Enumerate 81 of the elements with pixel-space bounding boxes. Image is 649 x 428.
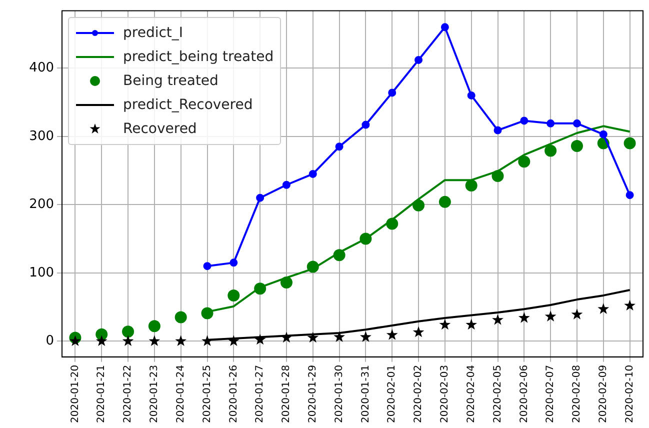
x-tick-label: 2020-02-09 xyxy=(598,364,609,424)
x-tick-label: 2020-01-31 xyxy=(360,364,372,424)
point xyxy=(465,180,478,192)
point xyxy=(440,23,449,32)
point xyxy=(544,310,556,322)
point xyxy=(624,300,636,311)
point xyxy=(335,142,344,151)
x-tick-label: 2020-01-27 xyxy=(254,364,266,424)
point xyxy=(360,331,372,342)
point xyxy=(202,335,213,346)
y-tick-label: 0 xyxy=(46,334,54,349)
point xyxy=(626,191,634,200)
y-tick-label: 100 xyxy=(29,265,54,280)
y-tick-label: 200 xyxy=(29,197,54,212)
point xyxy=(282,180,290,189)
legend-label: predict_I xyxy=(123,24,184,41)
legend-label: predict_being treated xyxy=(123,48,274,65)
point xyxy=(254,334,266,345)
point xyxy=(572,119,581,128)
y-tick-label: 300 xyxy=(29,128,54,144)
point xyxy=(148,335,160,346)
point xyxy=(280,332,292,343)
point xyxy=(256,194,264,202)
point xyxy=(598,303,610,314)
point xyxy=(203,262,212,270)
point xyxy=(122,335,134,346)
point xyxy=(439,318,451,330)
x-tick-label: 2020-01-29 xyxy=(307,364,318,424)
point xyxy=(122,326,134,338)
point xyxy=(624,137,636,150)
point xyxy=(546,119,555,128)
y-tick-label: 400 xyxy=(29,60,54,76)
point xyxy=(228,335,240,346)
x-tick-label: 2020-02-08 xyxy=(572,364,583,424)
point xyxy=(175,335,187,346)
x-tick-label: 2020-01-28 xyxy=(281,364,292,424)
point xyxy=(599,130,608,138)
point xyxy=(148,320,160,332)
x-tick-label: 2020-02-06 xyxy=(518,364,530,424)
x-tick-label: 2020-01-30 xyxy=(334,364,345,424)
point xyxy=(518,156,530,168)
x-tick-label: 2020-02-01 xyxy=(386,364,398,424)
point xyxy=(544,144,557,157)
x-tick-label: 2020-01-20 xyxy=(70,364,81,424)
point xyxy=(96,335,108,346)
point xyxy=(70,335,81,346)
point xyxy=(362,120,370,129)
point xyxy=(386,329,398,340)
x-tick-label: 2020-01-23 xyxy=(149,364,160,424)
x-tick-label: 2020-02-03 xyxy=(440,364,451,424)
point xyxy=(388,88,396,97)
point xyxy=(308,170,317,178)
point xyxy=(570,140,583,152)
legend-label: Being treated xyxy=(123,72,218,89)
point xyxy=(518,312,530,323)
x-tick-label: 2020-01-24 xyxy=(175,364,186,424)
point xyxy=(174,311,187,324)
point xyxy=(494,126,502,134)
x-tick-label: 2020-01-25 xyxy=(202,364,213,424)
point xyxy=(412,326,424,338)
x-tick-label: 2020-01-26 xyxy=(228,364,240,424)
x-tick-label: 2020-02-07 xyxy=(545,364,556,424)
x-tick-label: 2020-02-02 xyxy=(413,364,424,424)
point xyxy=(414,56,423,64)
legend-label: predict_Recovered xyxy=(123,96,253,113)
point xyxy=(307,332,319,343)
x-tick-label: 2020-02-04 xyxy=(466,364,477,424)
point xyxy=(228,289,240,302)
point xyxy=(571,308,583,320)
point xyxy=(334,331,345,342)
point xyxy=(466,318,478,330)
x-tick-label: 2020-02-10 xyxy=(624,364,636,424)
point xyxy=(230,258,238,267)
x-tick-label: 2020-01-22 xyxy=(122,364,134,424)
point xyxy=(467,91,476,100)
point xyxy=(520,116,528,125)
point xyxy=(492,314,504,325)
x-tick-label: 2020-02-05 xyxy=(492,364,504,424)
x-tick-label: 2020-01-21 xyxy=(96,364,108,424)
legend-label: Recovered xyxy=(123,120,197,137)
point xyxy=(438,196,451,208)
